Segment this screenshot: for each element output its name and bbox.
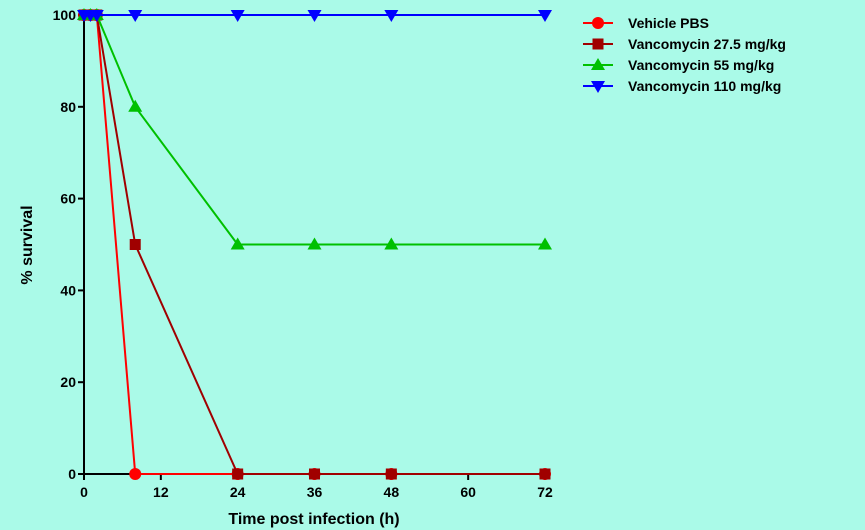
series-3	[77, 8, 552, 250]
x-tick-label: 0	[80, 484, 88, 500]
x-tick-label: 60	[460, 484, 476, 500]
y-tick-label: 100	[53, 7, 77, 23]
y-tick-label: 80	[60, 99, 76, 115]
data-point	[539, 468, 551, 480]
series-line	[84, 14, 545, 246]
data-point	[232, 468, 244, 480]
y-axis-title: % survival	[19, 205, 36, 284]
legend-item: Vancomycin 27.5 mg/kg	[583, 36, 786, 52]
x-tick-label: 12	[153, 484, 169, 500]
series-layer	[77, 8, 552, 480]
data-point	[384, 237, 399, 250]
data-point	[538, 10, 552, 22]
x-tick-label: 48	[384, 484, 400, 500]
legend-marker	[592, 38, 604, 50]
data-point	[230, 10, 245, 22]
data-point	[307, 237, 322, 250]
x-tick-label: 72	[537, 484, 553, 500]
data-point	[230, 237, 245, 250]
legend-label: Vancomycin 110 mg/kg	[628, 78, 781, 94]
axes: 0 20 40 60 80 100 0 12 24 36 48 60 72	[53, 7, 553, 500]
legend-marker	[592, 17, 604, 29]
data-point	[385, 468, 397, 480]
x-axis-title: Time post infection (h)	[228, 511, 399, 528]
y-tick-label: 40	[60, 282, 76, 298]
data-point	[384, 10, 399, 22]
x-tick-label: 36	[307, 484, 323, 500]
legend: Vehicle PBS Vancomycin 27.5 mg/kg Vancomyc…	[583, 15, 786, 94]
data-point	[89, 10, 104, 22]
x-tick-label: 24	[230, 484, 246, 500]
legend-label: Vehicle PBS	[628, 15, 709, 31]
series-4	[77, 10, 552, 22]
data-point	[128, 10, 143, 22]
legend-label: Vancomycin 27.5 mg/kg	[628, 36, 786, 52]
legend-label: Vancomycin 55 mg/kg	[628, 57, 774, 73]
y-tick-label: 20	[60, 374, 76, 390]
y-tick-label: 0	[68, 466, 76, 482]
legend-item: Vehicle PBS	[583, 15, 709, 31]
legend-item: Vancomycin 110 mg/kg	[583, 78, 781, 94]
data-point	[538, 237, 552, 250]
data-point	[128, 99, 143, 112]
legend-item: Vancomycin 55 mg/kg	[583, 57, 774, 73]
legend-marker	[591, 81, 605, 93]
data-point	[129, 239, 141, 250]
data-point	[307, 10, 322, 22]
data-point	[129, 468, 142, 480]
y-tick-label: 60	[60, 191, 76, 207]
legend-marker	[591, 58, 605, 70]
data-point	[309, 468, 320, 480]
